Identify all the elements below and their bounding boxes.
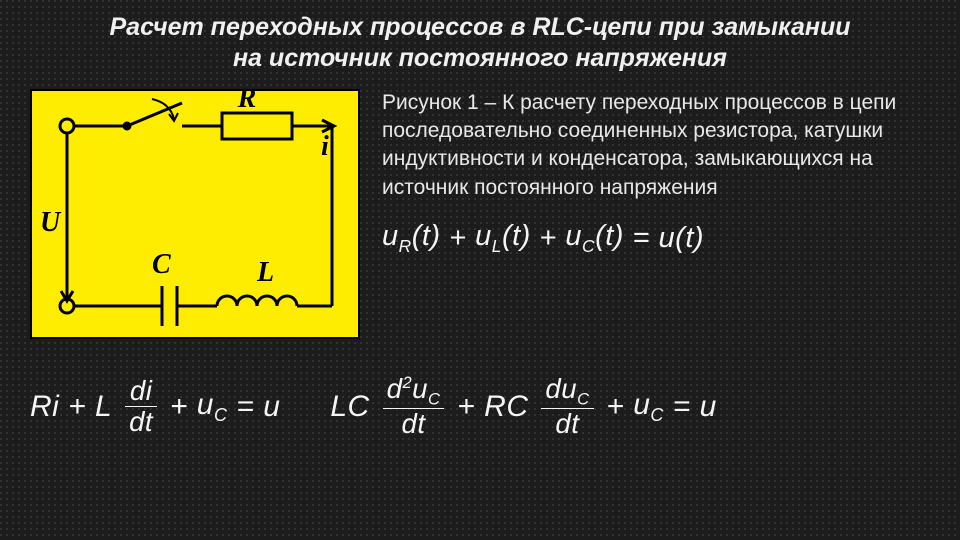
d-c: d: [545, 373, 561, 404]
sym-sub-C: C: [582, 236, 595, 256]
sym-LC: LC: [330, 390, 369, 423]
sym-u1: u: [382, 220, 399, 252]
sym-u3: u: [565, 220, 582, 252]
label-C: C: [152, 249, 171, 280]
plus-3: +: [68, 390, 95, 423]
title-text-1b: -цепи при замыкании: [584, 13, 851, 41]
sym-t1: (t): [412, 220, 441, 252]
num-d2uc: d2uC: [383, 374, 445, 410]
label-U: U: [40, 207, 62, 238]
sub-C5: C: [650, 405, 664, 425]
eq2-uC: uC: [197, 388, 228, 421]
plus-2: +: [539, 222, 565, 254]
sym-u2: u: [475, 220, 492, 252]
frac-di-dt: di dt: [125, 376, 157, 438]
sym-u7: u: [700, 390, 717, 423]
sub-C3: C: [428, 389, 440, 408]
eq-second-order: LC d2uC dt + RC duC dt + uC = u: [330, 374, 716, 440]
eq-sign-1: =: [633, 222, 659, 254]
eq-first-order: Ri + L di dt + uC = u: [30, 376, 280, 438]
sym-u5: u: [263, 390, 280, 423]
eq1-uC: uC(t): [565, 220, 624, 252]
u-b: u: [412, 373, 428, 404]
sym-R2: R: [30, 390, 52, 423]
sym-ut: u(t): [659, 222, 705, 254]
sup-2: 2: [402, 373, 412, 392]
sym-RC: RC: [484, 390, 528, 423]
kirchhoff-equation: uR(t) + uL(t) + uC(t) = u(t): [382, 220, 930, 257]
label-R: R: [237, 91, 257, 114]
slide-title: Расчет переходных процессов в RLC-цепи п…: [30, 12, 930, 75]
num-duc: duC: [541, 374, 593, 410]
eq3-uC: uC: [633, 388, 664, 421]
d-a: d: [387, 373, 403, 404]
sym-sub-R: R: [399, 236, 412, 256]
title-rlc: RLC: [532, 13, 583, 41]
sym-u6: u: [633, 388, 650, 421]
title-text-2: на источник постоянного напряжения: [233, 44, 727, 72]
eq1-uL: uL(t): [475, 220, 531, 252]
sym-t2: (t): [502, 220, 531, 252]
den-dt2: dt: [383, 409, 445, 439]
sym-t3: (t): [595, 220, 624, 252]
eq-sign-2: =: [236, 390, 263, 423]
num-di: di: [125, 376, 157, 407]
den-dt: dt: [125, 407, 157, 437]
u-c: u: [561, 373, 577, 404]
sym-sub-L: L: [492, 236, 502, 256]
label-i: i: [321, 131, 329, 162]
frac-duc-dt: duC dt: [541, 374, 593, 440]
plus-4: +: [170, 390, 197, 423]
right-column: Рисунок 1 – К расчету переходных процесс…: [382, 89, 930, 257]
circuit-svg: U R i C L: [32, 91, 362, 341]
circuit-wires: [60, 99, 334, 326]
label-L: L: [256, 257, 274, 288]
circuit-diagram: U R i C L: [30, 89, 360, 339]
sym-L2: L: [95, 390, 112, 423]
plus-6: +: [606, 390, 633, 423]
sym-i2: i: [52, 390, 59, 423]
plus-5: +: [457, 390, 484, 423]
sub-C2: C: [214, 405, 228, 425]
sub-C4: C: [577, 389, 589, 408]
slide: Расчет переходных процессов в RLC-цепи п…: [0, 0, 960, 540]
upper-row: U R i C L Рисунок 1 – К расчету переходн…: [30, 89, 930, 339]
sym-u4: u: [197, 388, 214, 421]
frac-d2uc-dt: d2uC dt: [383, 374, 445, 440]
den-dt3: dt: [541, 409, 593, 439]
eq1-uR: uR(t): [382, 220, 441, 252]
plus-1: +: [449, 222, 475, 254]
figure-caption: Рисунок 1 – К расчету переходных процесс…: [382, 89, 930, 202]
eq-sign-3: =: [673, 390, 700, 423]
title-text-1: Расчет переходных процессов в: [110, 13, 533, 41]
lower-row: Ri + L di dt + uC = u LC d2uC dt + RC du…: [30, 374, 930, 440]
